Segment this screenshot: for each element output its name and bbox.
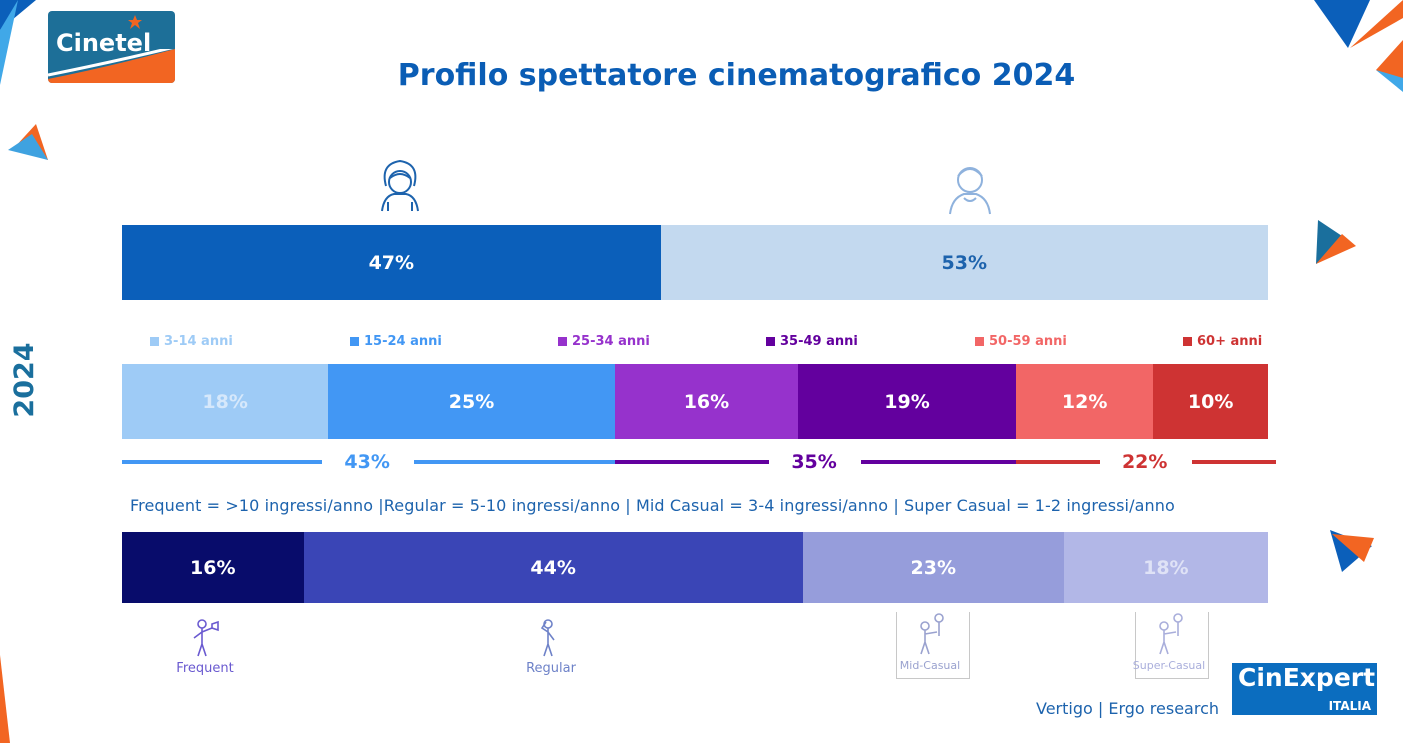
logo-text: Cinetel [56,29,152,57]
super-casual-person-icon [1159,613,1183,655]
frequency-segment: 44% [303,532,803,603]
group-total-label: 35% [791,451,837,473]
legend-label: 50-59 anni [989,334,1067,349]
frequency-category-label: Mid-Casual [899,659,961,672]
frequency-value-label: 16% [190,556,236,579]
legend-label: 60+ anni [1197,334,1263,349]
age-legend-item: 60+ anni [1183,334,1262,349]
legend-label: 35-49 anni [780,334,858,349]
legend-swatch [558,337,567,346]
age-value-label: 25% [448,390,495,413]
gender-segment: 47% [122,225,661,300]
cinetel-logo: Cinetel [48,11,175,83]
corner-decoration-top-right [1314,0,1403,92]
frequency-value-label: 44% [530,556,576,579]
frequency-category-label: Regular [526,661,576,676]
page-title: Profilo spettatore cinematografico 2024 [397,58,1076,93]
triangle-decoration-left [8,124,48,160]
frequency-segment: 23% [802,532,1064,603]
corner-decoration-top-left [0,0,36,85]
frequency-category-label: Super-Casual [1132,659,1206,672]
age-value-label: 12% [1061,390,1108,413]
group-line-left [122,460,323,464]
cinexpert-logo: CinExpert ITALIA [1232,663,1377,715]
legend-swatch [350,337,359,346]
source-credit: Vertigo | Ergo research [1036,699,1220,718]
age-value-label: 16% [683,390,730,413]
mid-casual-person-icon [920,613,944,655]
age-bar: 18% 25% 16% 19% 12% 10% [122,364,1268,439]
legend-label: 15-24 anni [364,334,442,349]
legend-label: 3-14 anni [164,334,233,349]
group-line-right [1191,460,1276,464]
triangle-decoration-right [1316,220,1356,264]
frequency-bar: 16% 44% 23% 18% [122,532,1268,603]
logo-swoosh-icon [48,49,175,83]
cinexpert-logo-main: CinExpert [1238,663,1376,692]
gender-value-label: 53% [941,251,988,274]
age-legend-item: 25-34 anni [558,334,650,349]
age-legend-item: 15-24 anni [350,334,442,349]
regular-person-icon [540,619,555,657]
group-total-label: 22% [1121,451,1168,473]
group-line-left [614,460,770,464]
star-icon [128,15,142,29]
age-legend-item: 3-14 anni [150,334,233,349]
group-line-right [414,460,615,464]
legend-label: 25-34 anni [572,334,650,349]
frequency-value-label: 18% [1143,556,1189,579]
man-icon [949,167,991,215]
age-value-label: 18% [202,390,248,413]
frequency-category-label: Frequent [176,661,234,676]
age-segment: 12% [1015,364,1154,439]
triangle-decoration-right-lower [1330,530,1374,572]
frequency-definition-note: Frequent = >10 ingressi/anno |Regular = … [130,496,1175,515]
figure-frame [896,612,970,679]
group-total-label: 43% [344,451,390,473]
age-value-label: 10% [1187,390,1234,413]
gender-value-label: 47% [368,251,415,274]
frequency-segment: 16% [122,532,304,603]
age-segment: 18% [122,364,329,439]
frequency-value-label: 23% [910,556,956,579]
age-value-label: 19% [884,390,930,413]
frequency-segment: 18% [1063,532,1268,603]
age-segment: 16% [614,364,799,439]
year-side-label: 2024 [8,342,40,418]
corner-decoration-bottom-left [0,655,10,743]
gender-segment: 53% [660,225,1268,300]
group-line-left [1015,460,1100,464]
age-legend-item: 35-49 anni [766,334,858,349]
frequent-person-icon [193,619,219,657]
age-legend-item: 50-59 anni [975,334,1067,349]
legend-swatch [975,337,984,346]
legend-swatch [1183,337,1192,346]
age-segment: 25% [328,364,615,439]
legend-swatch [766,337,775,346]
gender-bar: 47% 53% [122,225,1268,300]
cinexpert-logo-sub: ITALIA [1328,699,1371,713]
age-segment: 10% [1153,364,1268,439]
age-segment: 19% [798,364,1016,439]
woman-icon [381,159,419,212]
figure-frame [1135,612,1209,679]
legend-swatch [150,337,159,346]
group-line-right [861,460,1016,464]
